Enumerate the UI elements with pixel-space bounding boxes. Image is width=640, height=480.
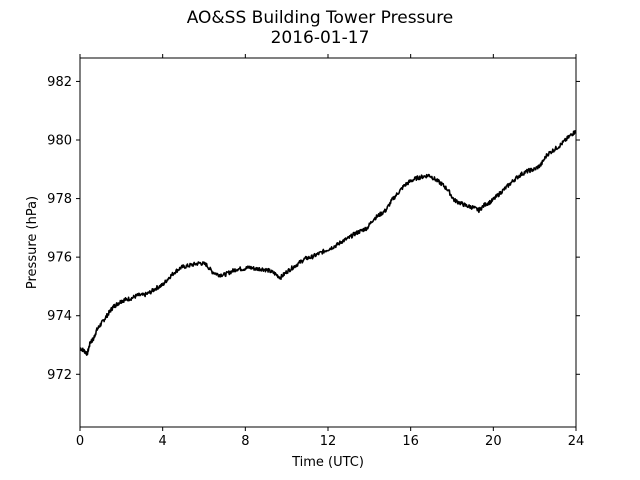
y-tick-label: 980 <box>47 134 72 149</box>
plot-area-frame <box>79 57 577 428</box>
y-axis-label: Pressure (hPa) <box>25 196 40 289</box>
x-axis-label: Time (UTC) <box>291 455 364 470</box>
pressure-series-line <box>79 130 577 356</box>
chart-title: AO&SS Building Tower Pressure <box>186 8 454 28</box>
x-tick-label: 16 <box>402 434 419 449</box>
y-tick-label: 974 <box>47 309 72 324</box>
chart-subtitle: 2016-01-17 <box>270 28 370 48</box>
y-tick-label: 982 <box>47 75 72 90</box>
y-tick-label: 972 <box>47 368 72 383</box>
x-tick-label: 12 <box>320 434 337 449</box>
x-tick-label: 24 <box>568 434 585 449</box>
x-tick-label: 0 <box>76 434 84 449</box>
y-tick-label: 978 <box>47 192 72 207</box>
x-tick-label: 8 <box>241 434 249 449</box>
x-tick-label: 20 <box>485 434 502 449</box>
y-tick-label: 976 <box>47 251 72 266</box>
x-tick-label: 4 <box>159 434 167 449</box>
